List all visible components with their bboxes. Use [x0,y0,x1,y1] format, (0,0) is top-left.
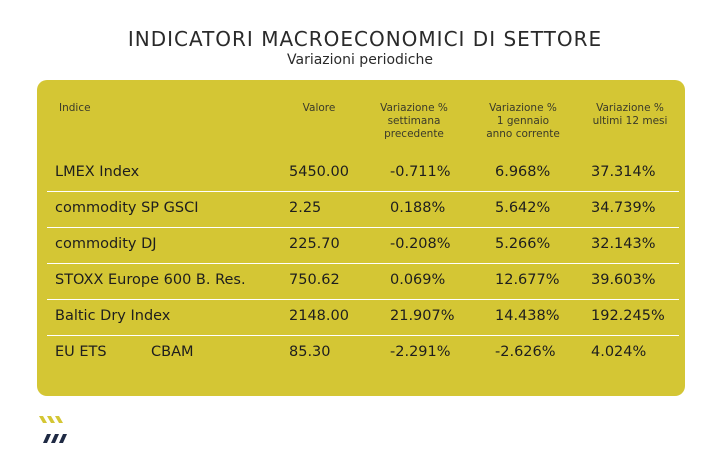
cell-settimana: 0.188% [390,200,446,216]
cell-gennaio: 5.266% [495,236,551,252]
cell-valore: 225.70 [289,236,340,252]
table-row: commodity SP GSCI 2.25 0.188% 5.642% 34.… [47,191,679,228]
cell-indice: commodity SP GSCI [55,200,199,216]
table-row: STOXX Europe 600 B. Res. 750.62 0.069% 1… [47,263,679,300]
cell-gennaio: -2.626% [495,344,556,360]
cell-indice: LMEX Index [55,164,140,180]
column-header-settimana: Variazione % settimana precedente [380,102,448,140]
cell-indice-extra: CBAM [151,344,194,360]
cell-valore: 750.62 [289,272,340,288]
column-header-gennaio: Variazione % 1 gennaio anno corrente [486,102,560,140]
page-subtitle: Variazioni periodiche [287,52,433,68]
cell-mesi: 32.143% [591,236,656,252]
table-row: Baltic Dry Index 2148.00 21.907% 14.438%… [47,299,679,336]
cell-indice: commodity DJ [55,236,157,252]
table-row: commodity DJ 225.70 -0.208% 5.266% 32.14… [47,227,679,264]
table-row: LMEX Index 5450.00 -0.711% 6.968% 37.314… [47,155,679,192]
column-header-indice: Indice [59,102,91,114]
cell-gennaio: 12.677% [495,272,560,288]
cell-mesi: 4.024% [591,344,647,360]
indicators-table: Indice Valore Variazione % settimana pre… [37,80,685,396]
cell-valore: 85.30 [289,344,331,360]
cell-indice: EU ETS [55,344,107,360]
cell-mesi: 192.245% [591,308,665,324]
cell-mesi: 37.314% [591,164,656,180]
cell-gennaio: 14.438% [495,308,560,324]
cell-indice: Baltic Dry Index [55,308,171,324]
cell-valore: 2.25 [289,200,322,216]
cell-settimana: 21.907% [390,308,455,324]
chevron-stripes-logo [38,414,72,450]
cell-mesi: 39.603% [591,272,656,288]
cell-settimana: -0.711% [390,164,451,180]
cell-mesi: 34.739% [591,200,656,216]
column-header-valore: Valore [302,102,336,114]
cell-indice: STOXX Europe 600 B. Res. [55,272,246,288]
cell-gennaio: 6.968% [495,164,551,180]
cell-valore: 5450.00 [289,164,349,180]
cell-gennaio: 5.642% [495,200,551,216]
table-row: EU ETS CBAM 85.30 -2.291% -2.626% 4.024% [47,335,679,371]
cell-settimana: -2.291% [390,344,451,360]
logo-icon [39,416,67,443]
cell-settimana: 0.069% [390,272,446,288]
cell-settimana: -0.208% [390,236,451,252]
column-header-mesi: Variazione % ultimi 12 mesi [592,102,668,127]
page-title: INDICATORI MACROECONOMICI DI SETTORE [127,27,603,51]
cell-valore: 2148.00 [289,308,349,324]
